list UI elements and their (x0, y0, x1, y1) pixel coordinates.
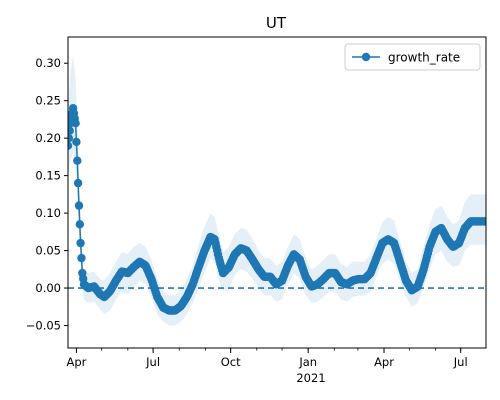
y-tick-label: −0.05 (26, 319, 61, 333)
data-point (73, 156, 82, 165)
data-point (68, 134, 73, 143)
data-point (71, 119, 80, 128)
legend-marker-swatch (361, 52, 371, 62)
legend: growth_rate (344, 43, 481, 71)
x-tick-label: Jan (298, 355, 317, 369)
chart-title: UT (266, 14, 287, 32)
y-tick-label: 0.30 (35, 56, 61, 70)
data-point (75, 220, 85, 229)
legend-label: growth_rate (388, 51, 460, 65)
data-point (76, 238, 85, 248)
x-tick-label: Jul (453, 355, 468, 369)
data-point (68, 141, 73, 150)
y-tick-label: 0.00 (35, 281, 61, 295)
x-tick-label: Oct (221, 355, 241, 369)
x-tick-label: Apr (66, 355, 86, 369)
legend-box (344, 43, 481, 71)
data-point (72, 137, 81, 147)
data-point (481, 217, 486, 226)
y-tick-label: 0.05 (35, 244, 61, 258)
y-tick-label: 0.20 (35, 131, 61, 145)
x-tick-label: Jul (145, 355, 160, 369)
x-axis: Apr Jul Oct Jan Apr Jul (66, 348, 468, 369)
y-tick-label: 0.15 (35, 169, 61, 183)
data-point (74, 201, 84, 210)
y-axis: −0.05 0.00 0.05 0.10 0.15 0.20 0.25 0.30 (26, 56, 68, 333)
plot-frame (67, 36, 487, 349)
data-point (73, 178, 83, 188)
data-point (77, 253, 86, 263)
x-year-label: 2021 (296, 371, 325, 385)
confidence-band (68, 55, 486, 326)
y-tick-label: 0.25 (35, 94, 61, 108)
y-tick-label: 0.10 (35, 206, 61, 220)
data-point (68, 126, 74, 135)
x-tick-label: Apr (374, 355, 394, 369)
plot-area (68, 55, 486, 326)
